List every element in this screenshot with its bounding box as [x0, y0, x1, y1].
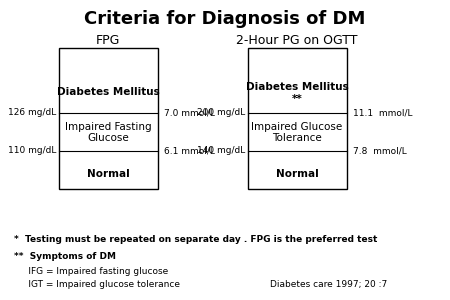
Text: Criteria for Diagnosis of DM: Criteria for Diagnosis of DM [84, 11, 366, 28]
Text: Normal: Normal [86, 169, 130, 179]
Text: 200 mg/dL: 200 mg/dL [197, 108, 245, 117]
Text: 7.8  mmol/L: 7.8 mmol/L [353, 146, 407, 155]
Text: IFG = Impaired fasting glucose: IFG = Impaired fasting glucose [14, 267, 168, 276]
Text: IGT = Impaired glucose tolerance: IGT = Impaired glucose tolerance [14, 280, 180, 289]
Text: Normal: Normal [275, 169, 319, 179]
Text: Diabetes Mellitus: Diabetes Mellitus [57, 86, 159, 97]
Text: FPG: FPG [96, 34, 120, 47]
Text: 126 mg/dL: 126 mg/dL [8, 108, 56, 117]
Bar [58, 48, 158, 189]
Text: Diabetes care 1997; 20 :7: Diabetes care 1997; 20 :7 [270, 280, 387, 289]
Bar [248, 48, 346, 189]
Text: 2-Hour PG on OGTT: 2-Hour PG on OGTT [236, 34, 358, 47]
Text: 11.1  mmol/L: 11.1 mmol/L [353, 108, 413, 117]
Text: Impaired Fasting
Glucose: Impaired Fasting Glucose [65, 122, 151, 143]
Text: *  Testing must be repeated on separate day . FPG is the preferred test: * Testing must be repeated on separate d… [14, 236, 377, 244]
Text: 140 mg/dL: 140 mg/dL [197, 146, 245, 155]
Text: 110 mg/dL: 110 mg/dL [8, 146, 56, 155]
Text: **  Symptoms of DM: ** Symptoms of DM [14, 252, 116, 261]
Text: Diabetes Mellitus
**: Diabetes Mellitus ** [246, 82, 348, 104]
Text: 7.0 mmol/L: 7.0 mmol/L [164, 108, 215, 117]
Text: Impaired Glucose
Tolerance: Impaired Glucose Tolerance [252, 122, 342, 143]
Text: 6.1 mmol/L: 6.1 mmol/L [164, 146, 215, 155]
